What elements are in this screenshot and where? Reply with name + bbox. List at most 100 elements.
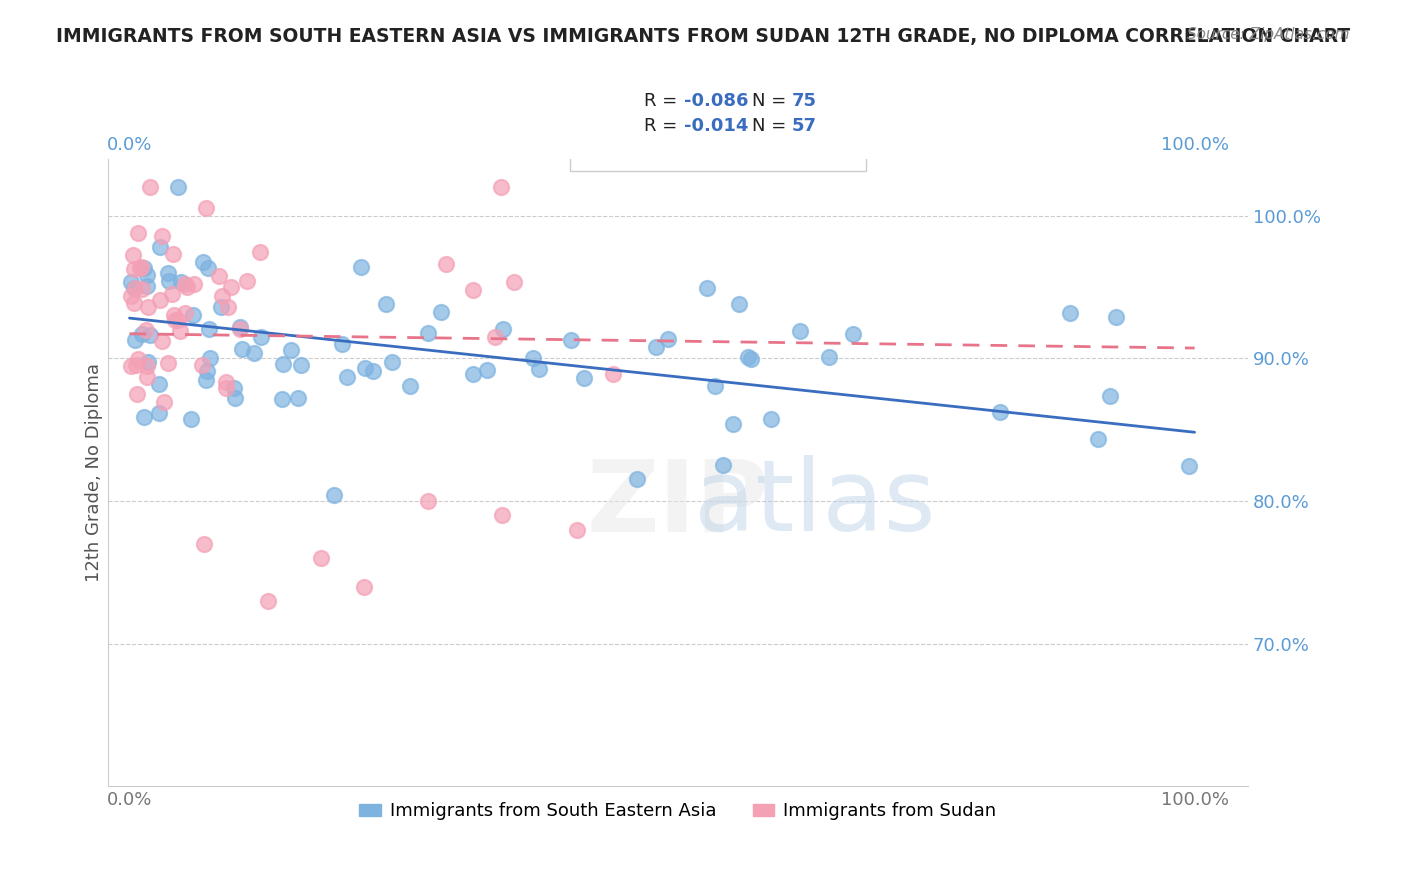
Point xyxy=(626,472,648,486)
Text: 57: 57 xyxy=(792,117,817,135)
Point xyxy=(416,326,439,340)
Point xyxy=(363,364,385,378)
Point xyxy=(704,378,727,392)
Point xyxy=(224,381,246,395)
Point xyxy=(353,580,375,594)
Point xyxy=(122,296,145,310)
Point xyxy=(173,306,195,320)
Point xyxy=(330,336,353,351)
Point xyxy=(429,305,451,319)
Point xyxy=(166,180,188,194)
Point xyxy=(381,355,404,369)
Point xyxy=(194,373,217,387)
Point xyxy=(463,283,485,297)
Point xyxy=(503,276,526,290)
Point xyxy=(280,343,302,357)
Point xyxy=(193,537,215,551)
Point xyxy=(148,406,170,420)
Point xyxy=(124,333,146,347)
Point xyxy=(270,392,292,407)
Point xyxy=(215,381,238,395)
Point xyxy=(336,370,359,384)
Point xyxy=(135,278,157,293)
Point xyxy=(122,280,145,294)
Point xyxy=(139,180,162,194)
Point xyxy=(492,322,515,336)
Point xyxy=(527,362,550,376)
Point xyxy=(129,260,152,274)
Point xyxy=(208,268,231,283)
Point xyxy=(287,391,309,405)
Point xyxy=(139,328,162,343)
Point xyxy=(191,255,214,269)
Point xyxy=(354,361,377,376)
Point xyxy=(1178,459,1201,474)
Point xyxy=(198,322,221,336)
Point xyxy=(131,327,153,342)
Point xyxy=(228,322,250,336)
Point xyxy=(560,333,582,347)
Point xyxy=(221,280,243,294)
Point xyxy=(183,277,205,292)
Point xyxy=(842,327,865,342)
Point xyxy=(197,260,219,275)
Point xyxy=(166,313,188,327)
Point xyxy=(125,358,148,372)
Point xyxy=(156,355,179,369)
Point xyxy=(136,359,159,374)
Point xyxy=(759,411,782,425)
Text: ZIP: ZIP xyxy=(586,456,769,552)
Point xyxy=(522,351,544,365)
Point xyxy=(375,297,398,311)
Text: -0.086: -0.086 xyxy=(683,92,748,110)
Point xyxy=(477,363,499,377)
Point xyxy=(229,320,252,334)
Point xyxy=(131,282,153,296)
Point xyxy=(489,180,512,194)
Point xyxy=(169,324,191,338)
Point xyxy=(350,260,373,274)
Point xyxy=(209,301,232,315)
Point xyxy=(711,458,734,472)
Point xyxy=(148,377,170,392)
Point xyxy=(271,358,294,372)
Point xyxy=(138,354,160,368)
Point xyxy=(195,201,218,215)
Point xyxy=(149,293,172,307)
Point xyxy=(122,261,145,276)
Point xyxy=(323,488,346,502)
Text: R =: R = xyxy=(644,92,683,110)
Point xyxy=(224,391,246,405)
Point xyxy=(290,358,312,372)
Point xyxy=(727,297,749,311)
Point xyxy=(150,229,173,244)
Point xyxy=(416,494,439,508)
Point xyxy=(565,523,588,537)
Text: -0.014: -0.014 xyxy=(683,117,748,135)
Point xyxy=(817,350,839,364)
Point xyxy=(484,330,506,344)
Point xyxy=(740,352,762,367)
Point xyxy=(657,332,679,346)
Point xyxy=(249,330,271,344)
Point xyxy=(461,367,484,381)
Point xyxy=(434,257,457,271)
Point xyxy=(399,379,422,393)
Point xyxy=(136,300,159,314)
Point xyxy=(309,551,332,566)
Point xyxy=(136,369,159,384)
Text: atlas: atlas xyxy=(695,456,935,552)
Point xyxy=(129,261,152,276)
Point xyxy=(153,395,176,409)
Point xyxy=(125,387,148,401)
FancyBboxPatch shape xyxy=(592,119,633,136)
Point xyxy=(249,245,271,260)
Point xyxy=(150,334,173,349)
Point xyxy=(491,508,513,523)
Point xyxy=(217,300,239,314)
Point xyxy=(737,350,759,364)
Point xyxy=(120,359,142,374)
Text: N =: N = xyxy=(752,117,792,135)
Text: 75: 75 xyxy=(792,92,817,110)
Point xyxy=(789,324,811,338)
